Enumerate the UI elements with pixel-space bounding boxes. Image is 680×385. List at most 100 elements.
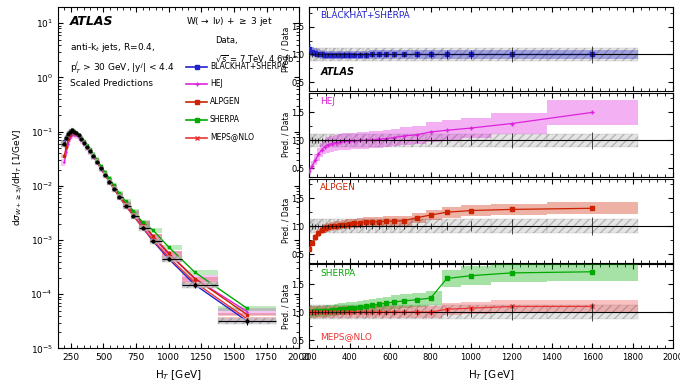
Bar: [547, 48, 638, 61]
Y-axis label: d$\sigma_{W+\geq3j}$/dH$_{T}$ [1/GeV]: d$\sigma_{W+\geq3j}$/dH$_{T}$ [1/GeV]: [12, 129, 25, 226]
Bar: [383, 50, 391, 59]
Bar: [363, 219, 369, 233]
Bar: [342, 305, 346, 319]
Bar: [112, 186, 117, 192]
Bar: [338, 50, 342, 59]
Bar: [376, 305, 383, 319]
Bar: [492, 113, 547, 134]
Text: p$_{T}^{j}$ > 30 GeV, |y$^{j}$| < 4.4: p$_{T}^{j}$ > 30 GeV, |y$^{j}$| < 4.4: [70, 60, 174, 76]
Bar: [357, 48, 363, 61]
Bar: [139, 226, 150, 229]
Bar: [73, 130, 75, 134]
Bar: [352, 219, 357, 233]
Bar: [326, 137, 330, 152]
Bar: [314, 48, 317, 57]
Bar: [311, 305, 314, 319]
Bar: [218, 313, 276, 316]
Bar: [391, 306, 401, 318]
Bar: [383, 305, 391, 319]
Bar: [317, 49, 320, 59]
Bar: [131, 214, 139, 218]
Bar: [305, 305, 311, 319]
Bar: [442, 219, 461, 233]
Bar: [71, 128, 73, 133]
Bar: [363, 305, 369, 319]
Bar: [338, 134, 342, 150]
Bar: [330, 222, 334, 231]
Bar: [369, 306, 376, 318]
Bar: [326, 305, 330, 319]
Bar: [352, 219, 357, 228]
Text: ALPGEN: ALPGEN: [210, 97, 241, 106]
Bar: [61, 141, 65, 147]
Bar: [334, 48, 338, 61]
Bar: [107, 178, 112, 185]
Bar: [320, 305, 323, 319]
Bar: [338, 219, 342, 233]
Bar: [182, 275, 218, 282]
Bar: [107, 176, 112, 181]
Bar: [65, 136, 67, 141]
Bar: [83, 140, 86, 144]
Bar: [95, 159, 99, 164]
Bar: [330, 305, 334, 319]
Bar: [376, 134, 383, 147]
Bar: [95, 158, 99, 166]
Bar: [492, 48, 547, 61]
Bar: [112, 185, 117, 192]
Bar: [131, 211, 139, 214]
Bar: [95, 157, 99, 162]
Bar: [75, 132, 78, 136]
Bar: [75, 131, 78, 136]
Bar: [461, 48, 491, 61]
Bar: [107, 178, 112, 182]
Bar: [314, 306, 317, 318]
Bar: [492, 300, 547, 313]
Bar: [163, 251, 182, 258]
Bar: [334, 306, 338, 318]
Bar: [346, 133, 352, 150]
Bar: [88, 149, 91, 153]
Bar: [342, 303, 346, 315]
Bar: [317, 305, 320, 319]
Bar: [107, 179, 112, 184]
Y-axis label: Pred. / Data: Pred. / Data: [281, 112, 290, 157]
Bar: [391, 219, 401, 233]
Bar: [83, 140, 86, 146]
Bar: [112, 187, 117, 191]
Bar: [311, 161, 314, 170]
Bar: [311, 134, 314, 147]
Bar: [352, 50, 357, 59]
Text: BLACKHAT+SHERPA: BLACKHAT+SHERPA: [320, 11, 410, 20]
Bar: [123, 199, 131, 204]
Bar: [103, 173, 107, 177]
Bar: [442, 270, 461, 288]
Bar: [91, 152, 95, 156]
Bar: [330, 306, 334, 318]
Bar: [461, 205, 491, 216]
Bar: [401, 50, 413, 59]
Bar: [342, 306, 346, 318]
Bar: [547, 50, 638, 59]
Bar: [67, 137, 69, 141]
Bar: [357, 301, 363, 313]
Bar: [442, 48, 461, 61]
Bar: [369, 219, 376, 233]
Bar: [363, 48, 369, 61]
Bar: [317, 306, 320, 317]
Bar: [311, 306, 314, 318]
Bar: [391, 129, 401, 146]
Bar: [69, 129, 71, 135]
Bar: [357, 134, 363, 147]
Bar: [75, 131, 78, 136]
Bar: [78, 132, 80, 137]
Bar: [363, 300, 369, 313]
Bar: [426, 134, 442, 147]
Bar: [334, 304, 338, 316]
Bar: [369, 299, 376, 311]
Bar: [383, 130, 391, 147]
Bar: [369, 305, 376, 319]
Bar: [67, 131, 69, 137]
Bar: [413, 293, 426, 306]
Bar: [492, 219, 547, 233]
